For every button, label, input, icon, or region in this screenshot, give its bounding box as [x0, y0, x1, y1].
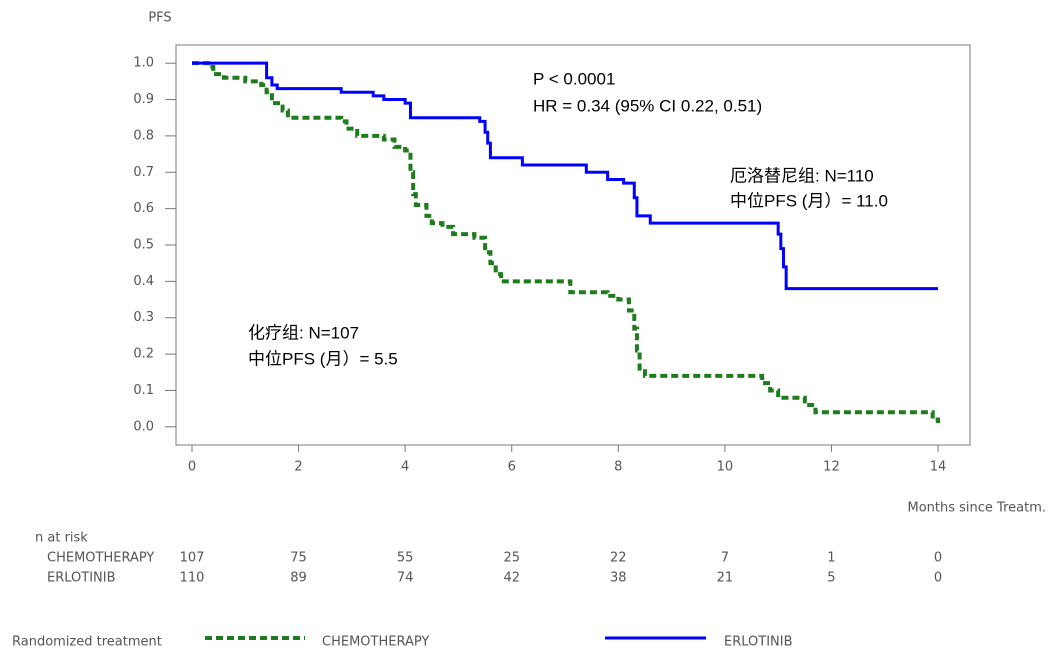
- risk-count: 110: [180, 571, 205, 586]
- risk-count: 38: [610, 571, 627, 586]
- risk-count: 21: [717, 571, 734, 586]
- risk-count: 1: [827, 551, 835, 566]
- y-tick-label: 0.6: [133, 201, 154, 216]
- risk-row-label: CHEMOTHERAPY: [47, 551, 154, 566]
- risk-count: 7: [721, 551, 729, 566]
- x-tick-label: 8: [614, 460, 622, 475]
- risk-count: 75: [290, 551, 307, 566]
- km-curve: [191, 61, 941, 424]
- y-tick-label: 0.8: [133, 128, 154, 143]
- risk-row-label: ERLOTINIB: [47, 571, 116, 586]
- legend-label: CHEMOTHERAPY: [322, 635, 429, 650]
- x-tick-label: 12: [823, 460, 840, 475]
- y-tick-label: 1.0: [133, 56, 154, 71]
- risk-count: 89: [290, 571, 307, 586]
- annotation: P < 0.0001: [533, 69, 615, 88]
- x-tick-label: 2: [294, 460, 302, 475]
- annotation: 厄洛替尼组: N=110: [730, 166, 874, 185]
- risk-count: 42: [503, 571, 520, 586]
- km-curve: [191, 61, 939, 291]
- x-tick-label: 10: [717, 460, 734, 475]
- annotation: 中位PFS (月）= 11.0: [730, 191, 888, 210]
- legend-title: Randomized treatment: [12, 635, 162, 650]
- y-tick-label: 0.9: [133, 92, 154, 107]
- y-tick-label: 0.4: [133, 274, 154, 289]
- annotation: 中位PFS (月）= 5.5: [248, 349, 398, 368]
- x-tick-label: 0: [188, 460, 196, 475]
- risk-count: 25: [503, 551, 520, 566]
- risk-count: 0: [934, 571, 942, 586]
- x-tick-label: 4: [401, 460, 409, 475]
- risk-count: 0: [934, 551, 942, 566]
- annotation: 化疗组: N=107: [248, 323, 359, 342]
- risk-count: 107: [180, 551, 205, 566]
- risk-count: 5: [827, 571, 835, 586]
- legend-label: ERLOTINIB: [724, 635, 793, 650]
- x-axis-label: Months since Treatm.: [908, 501, 1047, 516]
- y-tick-label: 0.0: [133, 419, 154, 434]
- risk-count: 74: [397, 571, 414, 586]
- y-axis-label: PFS: [148, 11, 171, 26]
- risk-count: 22: [610, 551, 627, 566]
- risk-count: 55: [397, 551, 414, 566]
- y-tick-label: 0.5: [133, 238, 154, 253]
- x-tick-label: 6: [508, 460, 516, 475]
- y-tick-label: 0.1: [133, 383, 154, 398]
- y-tick-label: 0.7: [133, 165, 154, 180]
- x-tick-label: 14: [930, 460, 947, 475]
- y-tick-label: 0.2: [133, 347, 154, 362]
- y-tick-label: 0.3: [133, 310, 154, 325]
- annotation: HR = 0.34 (95% CI 0.22, 0.51): [533, 96, 762, 115]
- risk-table-title: n at risk: [35, 531, 88, 546]
